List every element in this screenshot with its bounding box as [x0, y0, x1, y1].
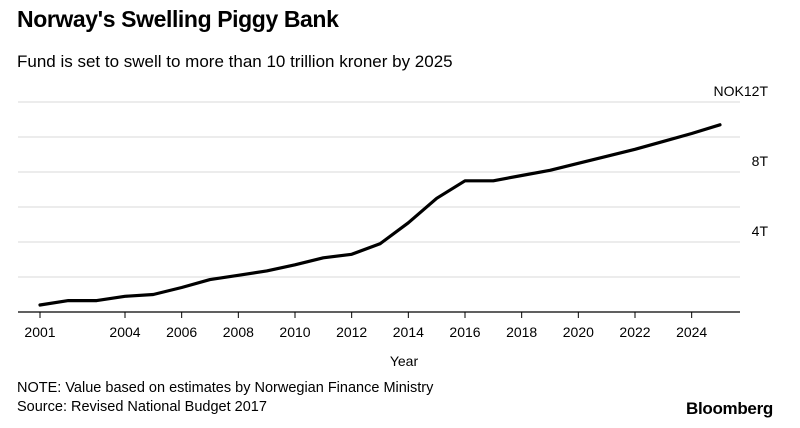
note-text: NOTE: Value based on estimates by Norweg…	[17, 380, 434, 396]
x-tick-label: 2022	[619, 324, 650, 340]
x-tick-label: 2014	[393, 324, 424, 340]
x-tick-label: 2016	[449, 324, 480, 340]
x-tick-label: 2024	[676, 324, 707, 340]
x-tick-label: 2010	[279, 324, 310, 340]
x-tick-label: 2001	[24, 324, 55, 340]
tick-labels: 2001 2004 2006 2008 2010 2012 2014 2016 2018 2020…	[24, 83, 768, 340]
footnote: NOTE: Value based on estimates by Norweg…	[17, 379, 433, 417]
chart-subtitle: Fund is set to swell to more than 10 tri…	[17, 52, 453, 71]
x-tick-label: 2012	[336, 324, 367, 340]
x-tick-label: 2018	[506, 324, 537, 340]
y-tick-label: 8T	[752, 153, 769, 169]
y-tick-label: NOK12T	[714, 83, 769, 99]
x-tick-label: 2020	[563, 324, 594, 340]
source-text: Source: Revised National Budget 2017	[17, 399, 267, 415]
x-tick-label: 2008	[223, 324, 254, 340]
x-tick-label: 2004	[109, 324, 140, 340]
gridlines	[18, 101, 740, 278]
x-axis-label: Year	[390, 353, 419, 369]
axes	[18, 311, 740, 318]
y-tick-label: 4T	[752, 223, 769, 239]
series-layer	[38, 123, 722, 307]
chart-title: Norway's Swelling Piggy Bank	[17, 6, 339, 32]
x-tick-label: 2006	[166, 324, 197, 340]
bloomberg-logo: Bloomberg	[685, 399, 773, 418]
series-line	[38, 123, 722, 307]
